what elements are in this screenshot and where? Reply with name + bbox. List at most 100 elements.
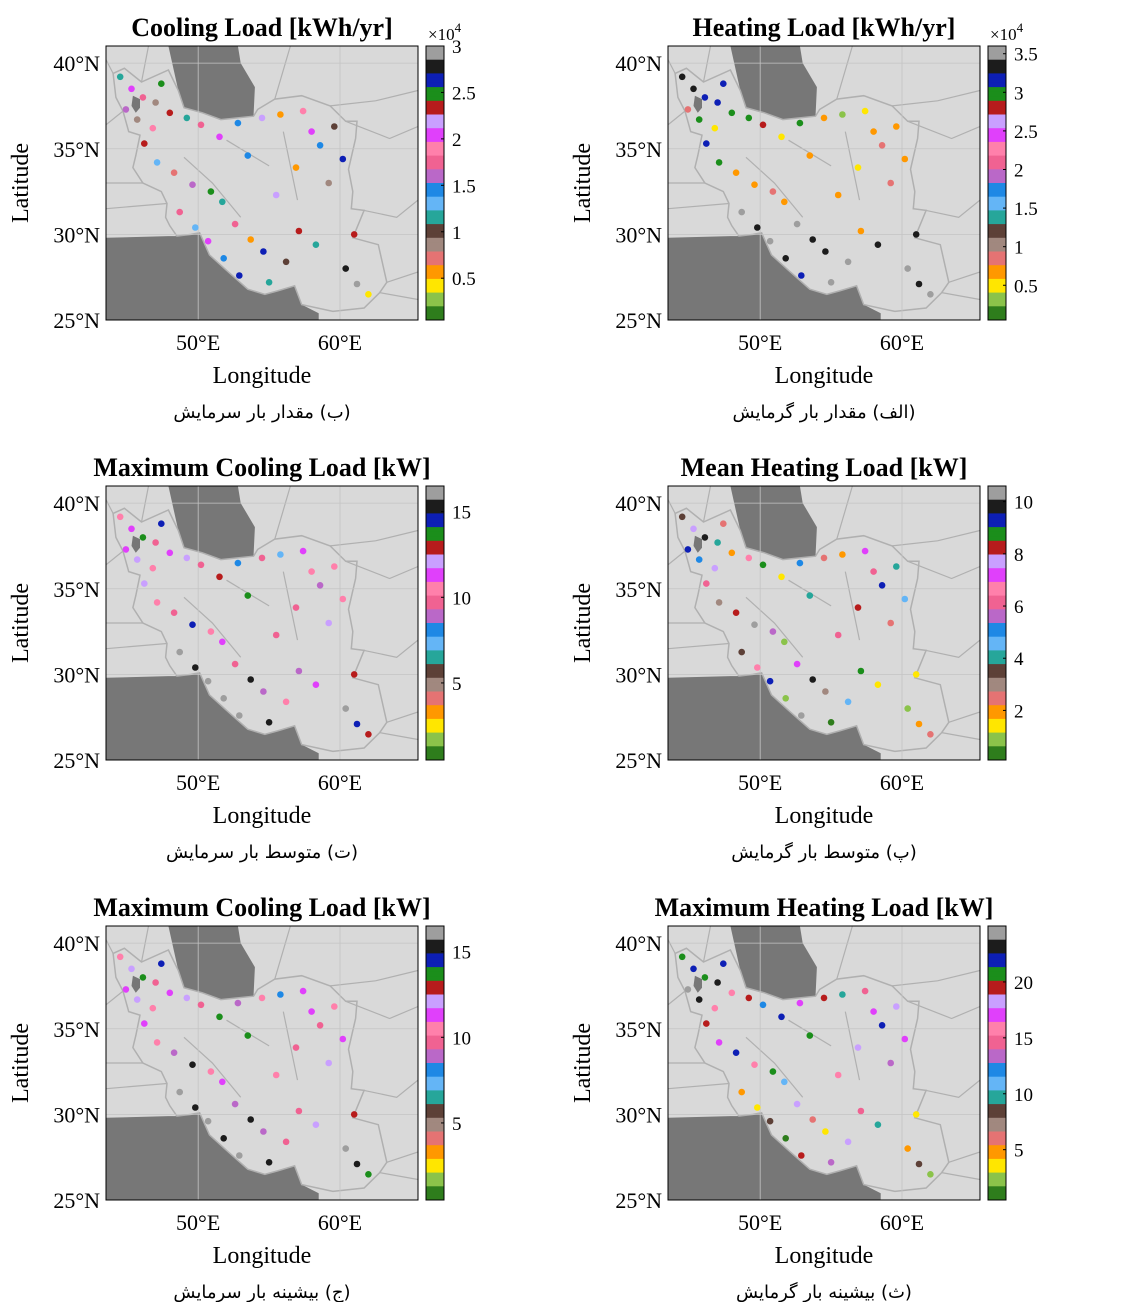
colorbar-band — [426, 550, 444, 555]
colorbar-tick-label: 3 — [1014, 83, 1024, 104]
station-point — [729, 990, 736, 997]
colorbar-band — [988, 944, 1006, 949]
station-point — [751, 621, 758, 628]
colorbar-band — [426, 55, 444, 60]
colorbar-band — [988, 1173, 1006, 1178]
colorbar-band — [426, 972, 444, 977]
colorbar-band — [426, 1022, 444, 1027]
colorbar-tick-label: 8 — [1014, 545, 1024, 566]
colorbar-band — [988, 1104, 1006, 1109]
colorbar-band — [426, 192, 444, 197]
station-point — [293, 604, 300, 611]
station-point — [904, 1145, 911, 1152]
station-point — [781, 199, 788, 206]
colorbar-band — [988, 233, 1006, 238]
colorbar-band — [988, 311, 1006, 316]
station-point — [702, 974, 709, 981]
station-point — [216, 1014, 223, 1021]
y-axis-label: Latitude — [8, 1023, 34, 1103]
colorbar-band — [426, 297, 444, 302]
colorbar-band — [988, 133, 1006, 138]
colorbar-band — [426, 1173, 444, 1178]
colorbar-band — [988, 696, 1006, 701]
station-point — [685, 106, 692, 113]
station-point — [716, 599, 723, 606]
colorbar-band — [426, 1168, 444, 1173]
station-point — [300, 548, 307, 555]
station-point — [879, 142, 886, 149]
y-tick-label: 40°N — [53, 491, 100, 516]
colorbar-band — [988, 183, 1006, 188]
x-axis-label: Longitude — [213, 803, 312, 829]
colorbar-band — [426, 1113, 444, 1118]
station-point — [308, 128, 315, 135]
colorbar-band — [426, 1090, 444, 1095]
colorbar-band — [988, 169, 1006, 174]
station-point — [259, 115, 266, 122]
station-point — [716, 1039, 723, 1046]
colorbar-band — [426, 532, 444, 537]
colorbar-tick-label: 2 — [1014, 701, 1024, 722]
colorbar-band — [426, 985, 444, 990]
colorbar-band — [426, 69, 444, 74]
station-point — [296, 668, 303, 675]
colorbar-band — [426, 1141, 444, 1146]
station-point — [277, 991, 284, 998]
colorbar-tick-label: 15 — [452, 503, 471, 524]
colorbar-band — [426, 541, 444, 546]
station-point — [733, 609, 740, 616]
station-point — [220, 1135, 227, 1142]
colorbar-band — [988, 69, 1006, 74]
station-point — [340, 1036, 347, 1043]
colorbar-band — [426, 288, 444, 293]
station-point — [797, 1000, 804, 1007]
colorbar-band — [426, 1150, 444, 1155]
colorbar-band — [988, 669, 1006, 674]
station-point — [205, 678, 212, 685]
colorbar-band — [426, 555, 444, 560]
colorbar-tick-label: 4 — [1014, 649, 1024, 670]
map-chart: Heating Load [kWh/yr] 50°E 60°E 40°N 35°N 30°… — [562, 0, 1122, 420]
colorbar-band — [988, 949, 1006, 954]
colorbar-band — [426, 201, 444, 206]
station-point — [176, 209, 183, 216]
station-point — [266, 279, 273, 286]
station-point — [770, 628, 777, 635]
station-point — [782, 255, 789, 262]
station-point — [807, 1032, 814, 1039]
station-point — [738, 1089, 745, 1096]
station-point — [794, 221, 801, 228]
station-point — [679, 514, 686, 521]
colorbar-band — [988, 573, 1006, 578]
colorbar-band — [988, 995, 1006, 1000]
station-point — [845, 1139, 852, 1146]
station-point — [904, 265, 911, 272]
x-tick-label: 50°E — [738, 1210, 782, 1235]
colorbar-band — [426, 247, 444, 252]
colorbar-band — [988, 210, 1006, 215]
colorbar-band — [988, 646, 1006, 651]
y-tick-label: 35°N — [53, 577, 100, 602]
colorbar-band — [988, 265, 1006, 270]
station-point — [208, 188, 215, 195]
colorbar-band — [988, 641, 1006, 646]
colorbar-band — [988, 261, 1006, 266]
colorbar-band — [426, 1145, 444, 1150]
station-point — [913, 231, 920, 238]
colorbar-band — [988, 1054, 1006, 1059]
colorbar-band — [426, 673, 444, 678]
colorbar-band — [988, 238, 1006, 243]
colorbar-band — [426, 637, 444, 642]
colorbar-band — [426, 628, 444, 633]
station-point — [293, 164, 300, 171]
colorbar-band — [426, 46, 444, 51]
colorbar-tick-label: 5 — [1014, 1141, 1024, 1162]
colorbar-band — [988, 1109, 1006, 1114]
colorbar-band — [988, 728, 1006, 733]
colorbar-band — [988, 297, 1006, 302]
colorbar-band — [426, 160, 444, 165]
colorbar-band — [988, 110, 1006, 115]
station-point — [342, 705, 349, 712]
chart-title: Maximum Cooling Load [kW] — [93, 893, 430, 922]
station-point — [821, 995, 828, 1002]
